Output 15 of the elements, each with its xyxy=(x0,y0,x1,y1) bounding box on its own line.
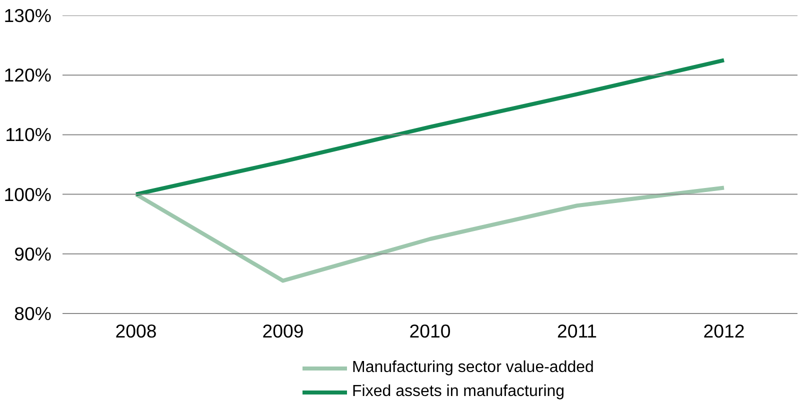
x-tick-label: 2011 xyxy=(556,320,598,342)
y-tick-label: 130% xyxy=(4,5,52,26)
x-tick-label: 2010 xyxy=(409,320,451,342)
x-tick-label: 2009 xyxy=(262,320,304,342)
y-tick-label: 80% xyxy=(14,303,52,324)
y-tick-label: 110% xyxy=(5,124,52,146)
line-series xyxy=(134,58,726,196)
x-tick-label: 2012 xyxy=(703,320,745,342)
legend-label: Fixed assets in manufacturing xyxy=(352,383,565,401)
y-tick-label: 90% xyxy=(14,243,52,264)
line-series xyxy=(134,186,726,283)
y-tick-label: 100% xyxy=(4,184,52,205)
y-tick-label: 120% xyxy=(4,64,52,86)
legend-label: Manufacturing sector value-added xyxy=(352,359,594,377)
x-tick-label: 2008 xyxy=(115,320,157,342)
